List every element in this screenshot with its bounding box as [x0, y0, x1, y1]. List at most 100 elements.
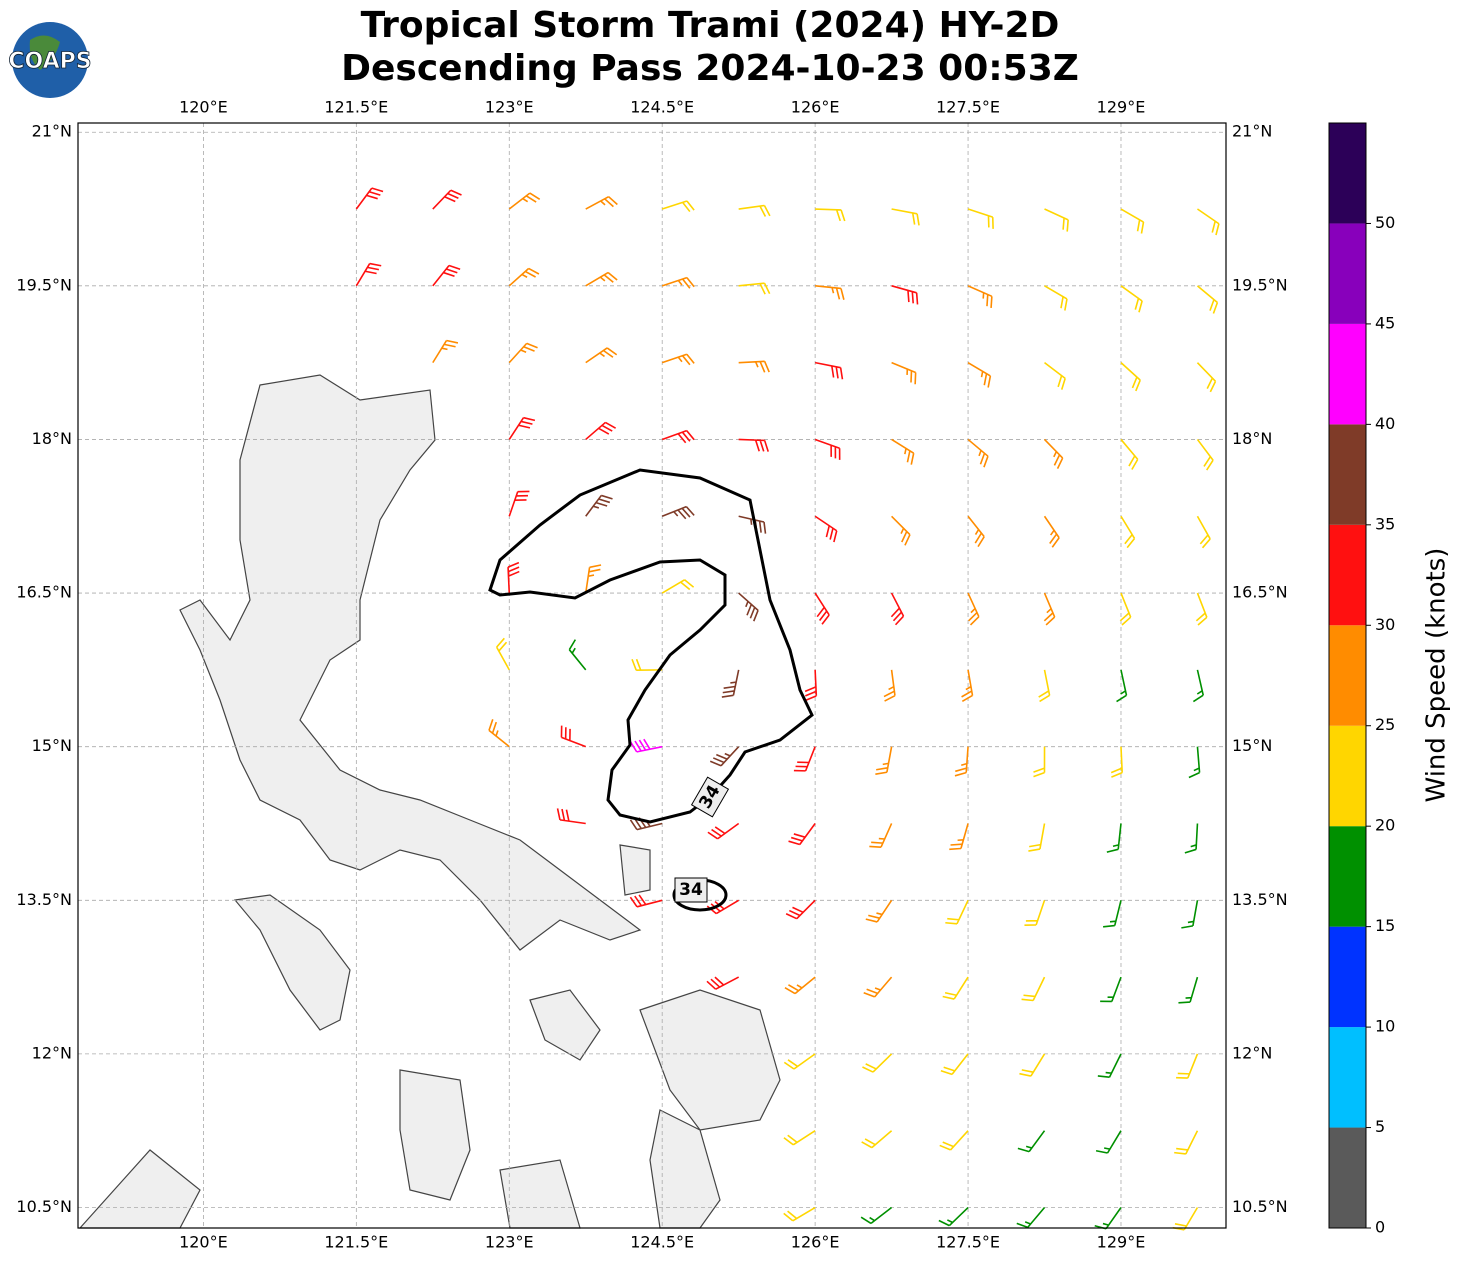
- wind-barb: [631, 658, 663, 672]
- colorbar-segment: [1329, 424, 1366, 525]
- lon-tick-label: 121.5°E: [324, 1233, 388, 1252]
- lat-tick-label: 18°N: [32, 429, 72, 448]
- subtitle: Descending Pass 2024-10-23 00:53Z: [341, 48, 1079, 89]
- wind-barb: [1196, 438, 1214, 471]
- colorbar-tick-label: 15: [1375, 916, 1395, 935]
- wind-barb: [1119, 592, 1132, 626]
- lat-tick-label: 15°N: [1232, 736, 1272, 755]
- wind-barb: [355, 262, 382, 287]
- wind-barb: [954, 746, 969, 777]
- wind-barb: [814, 592, 830, 625]
- wind-barb: [1016, 1207, 1046, 1229]
- wind-barb: [1033, 746, 1046, 778]
- lat-tick-label: 12°N: [32, 1043, 72, 1062]
- wind-barb: [1024, 900, 1046, 926]
- title: Tropical Storm Trami (2024) HY-2D: [361, 5, 1060, 46]
- colorbar-tick-label: 10: [1375, 1017, 1395, 1036]
- wind-barbs: [355, 187, 1220, 1231]
- wind-barb: [1196, 208, 1220, 236]
- colorbar-tick-label: 0: [1375, 1218, 1385, 1237]
- wind-barb: [1195, 592, 1208, 626]
- masbate: [529, 989, 601, 1061]
- wind-barb: [1028, 823, 1046, 852]
- wind-barb: [738, 592, 759, 622]
- lat-tick-label: 19.5°N: [16, 275, 72, 294]
- wind-barb: [967, 208, 994, 229]
- wind-barb: [585, 271, 618, 287]
- wind-barb: [1017, 1130, 1046, 1153]
- colorbar-segment: [1329, 926, 1366, 1028]
- wind-barb: [783, 1130, 816, 1146]
- colorbar: 0 5 10 15 20 25 30 35 40 45 50: [1328, 122, 1395, 1237]
- wind-barb: [815, 285, 845, 300]
- wind-barb: [1196, 362, 1217, 393]
- wind-barb: [967, 515, 985, 548]
- wind-barb: [556, 808, 586, 825]
- wind-barb: [939, 1130, 969, 1151]
- wind-barb: [1192, 669, 1205, 703]
- wind-barb: [585, 347, 618, 364]
- wind-barb: [1172, 1207, 1199, 1231]
- lat-tick-label: 19.5°N: [1232, 275, 1288, 294]
- wind-barb: [891, 438, 915, 465]
- wind-barb: [1106, 823, 1122, 853]
- wind-barb: [1116, 669, 1128, 703]
- wind-barb: [1120, 208, 1145, 234]
- wind-barb: [785, 899, 816, 920]
- wind-barb: [508, 490, 530, 517]
- grid: [78, 123, 1226, 1228]
- colorbar-frame: [1328, 122, 1367, 1229]
- palawan: [78, 1149, 201, 1229]
- wind-barb: [967, 285, 993, 309]
- wind-barb: [1021, 976, 1046, 1002]
- wind-barb: [568, 639, 587, 671]
- wind-barb: [508, 416, 536, 440]
- wind-barb: [508, 342, 538, 364]
- lat-tick-label: 21°N: [32, 122, 72, 141]
- wind-barb: [875, 746, 893, 775]
- colorbar-segment: [1329, 1027, 1366, 1128]
- wind-barb: [585, 421, 617, 441]
- lon-tick-label: 121.5°E: [324, 98, 388, 117]
- wind-barb: [814, 515, 838, 543]
- wind-barb: [883, 669, 896, 702]
- wind-barb: [707, 822, 740, 840]
- lat-tick-label: 10.5°N: [16, 1197, 72, 1216]
- wind-barb: [1120, 362, 1141, 392]
- map-frame: [77, 122, 1227, 1229]
- wind-barb: [1044, 208, 1069, 232]
- lon-tick-label: 120°E: [179, 1233, 228, 1252]
- wind-barb: [661, 200, 695, 213]
- wind-barb: [738, 360, 770, 373]
- wind-barb: [891, 515, 911, 546]
- colorbar-tick-label: 35: [1375, 514, 1395, 533]
- wind-barb: [938, 1206, 969, 1227]
- lon-tick-label: 127.5°E: [936, 98, 1000, 117]
- logo-text: COAPS: [8, 49, 91, 74]
- wind-barb: [1184, 823, 1199, 854]
- wind-barb: [862, 1053, 893, 1073]
- wind-barb: [945, 899, 969, 925]
- wind-barb: [1110, 746, 1123, 778]
- wind-barb: [891, 208, 920, 226]
- wind-barb: [804, 669, 818, 702]
- colorbar-tick-label: 50: [1375, 213, 1395, 232]
- wind-barb: [967, 438, 989, 468]
- wind-barb: [814, 361, 844, 380]
- colorbar-segment: [1329, 625, 1366, 726]
- colorbar-tick-label: 45: [1375, 313, 1395, 332]
- wind-barb: [1038, 669, 1051, 703]
- lat-tick-label: 21°N: [1232, 122, 1272, 141]
- lon-tick-label: 123°E: [485, 98, 534, 117]
- wind-barb: [585, 494, 613, 517]
- wind-barb: [967, 592, 980, 626]
- wind-barb: [1097, 1053, 1122, 1079]
- contour-label-box: [690, 776, 730, 818]
- lat-tick-label: 16.5°N: [16, 583, 72, 602]
- wind-barb: [861, 1130, 893, 1149]
- contour-line: [488, 468, 814, 824]
- mindoro: [233, 894, 351, 1031]
- wind-barb: [1120, 285, 1143, 313]
- contour-label-box: [674, 877, 708, 903]
